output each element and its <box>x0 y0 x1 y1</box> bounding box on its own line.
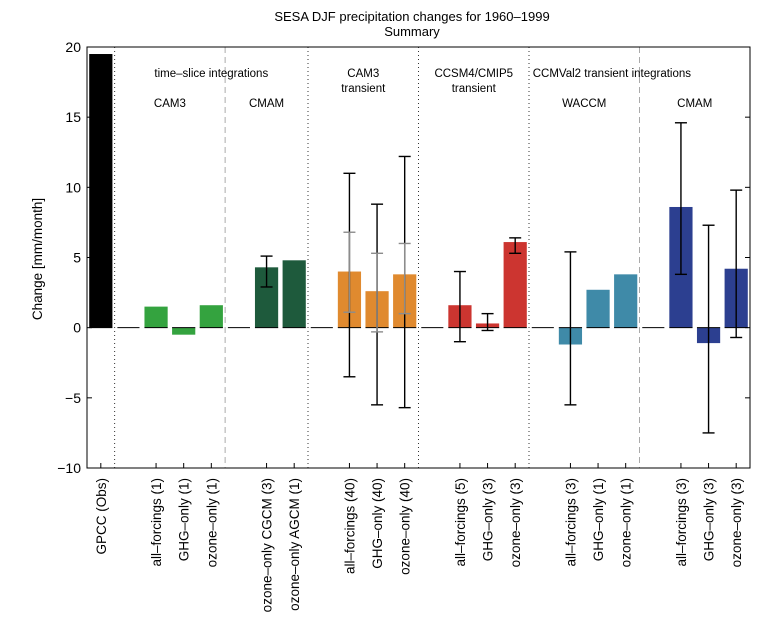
y-tick-label-4: 5 <box>73 250 81 266</box>
group-header-5: transient <box>452 83 497 95</box>
group-headers: time–slice integrations CAM3 transient CCSM… <box>154 68 712 110</box>
y-tick-label-2: −5 <box>65 390 81 406</box>
group-header-1: time–slice integrations <box>154 68 268 80</box>
group-header-6: CCMVal2 transient integrations <box>533 68 692 80</box>
group-separators <box>114 47 640 468</box>
bar-1 <box>89 54 113 328</box>
y-tick-label-7: 20 <box>65 39 81 55</box>
x-tick-label-13: all–forcings (3) <box>563 478 578 567</box>
x-tick-label-18: ozone–only (3) <box>729 478 744 567</box>
y-tick-label-1: −10 <box>57 460 81 476</box>
x-tick-label-14: GHG–only (1) <box>591 478 606 561</box>
y-axis-label: Change [mm/month] <box>30 198 45 320</box>
group-header-4: CCSM4/CMIP5 <box>434 68 513 80</box>
x-tick-label-5: ozone–only CGCM (3) <box>260 478 275 612</box>
group-header-3: transient <box>341 83 386 95</box>
bar-2 <box>144 306 168 328</box>
x-tick-label-4: ozone–only (1) <box>204 478 219 567</box>
x-tick-label-15: ozone–only (1) <box>619 478 634 567</box>
x-tick-label-9: ozone–only (40) <box>398 478 413 575</box>
x-tick-label-3: GHG–only (1) <box>177 478 192 561</box>
x-tick-label-8: GHG–only (40) <box>370 478 385 569</box>
chart-subtitle: Summary <box>384 24 440 39</box>
y-tick-label-5: 10 <box>65 179 81 195</box>
x-tick-label-7: all–forcings (40) <box>342 478 357 574</box>
x-tick-label-2: all–forcings (1) <box>149 478 164 567</box>
y-axis-ticks: −10 −5 0 5 10 15 20 <box>57 39 750 476</box>
x-tick-label-11: GHG–only (3) <box>481 478 496 561</box>
x-tick-label-17: GHG–only (3) <box>702 478 717 561</box>
bar-5 <box>254 267 279 328</box>
group-header-9: WACCM <box>562 98 606 110</box>
bar-3 <box>172 327 196 335</box>
x-axis-labels: GPCC (Obs) all–forcings (1) GHG–only (1) oz… <box>94 463 744 612</box>
x-tick-label-10: all–forcings (5) <box>453 478 468 567</box>
x-tick-label-6: ozone–only AGCM (1) <box>287 478 302 611</box>
x-tick-label-16: all–forcings (3) <box>674 478 689 567</box>
group-header-2: CAM3 <box>347 68 379 80</box>
bar-4 <box>199 305 223 328</box>
bar-15 <box>614 274 638 328</box>
bar-12 <box>503 242 527 328</box>
group-header-10: CMAM <box>677 98 712 110</box>
y-tick-label-3: 0 <box>73 320 81 336</box>
y-tick-label-6: 15 <box>65 109 81 125</box>
x-tick-label-12: ozone–only (3) <box>508 478 523 567</box>
bar-6 <box>282 260 306 328</box>
plot-frame <box>86 46 751 469</box>
chart-title: SESA DJF precipitation changes for 1960–… <box>274 9 549 24</box>
x-tick-label-1: GPCC (Obs) <box>94 478 109 555</box>
error-bars <box>260 122 743 434</box>
bar-14 <box>586 289 610 328</box>
group-header-8: CMAM <box>249 98 284 110</box>
group-header-7: CAM3 <box>154 98 186 110</box>
